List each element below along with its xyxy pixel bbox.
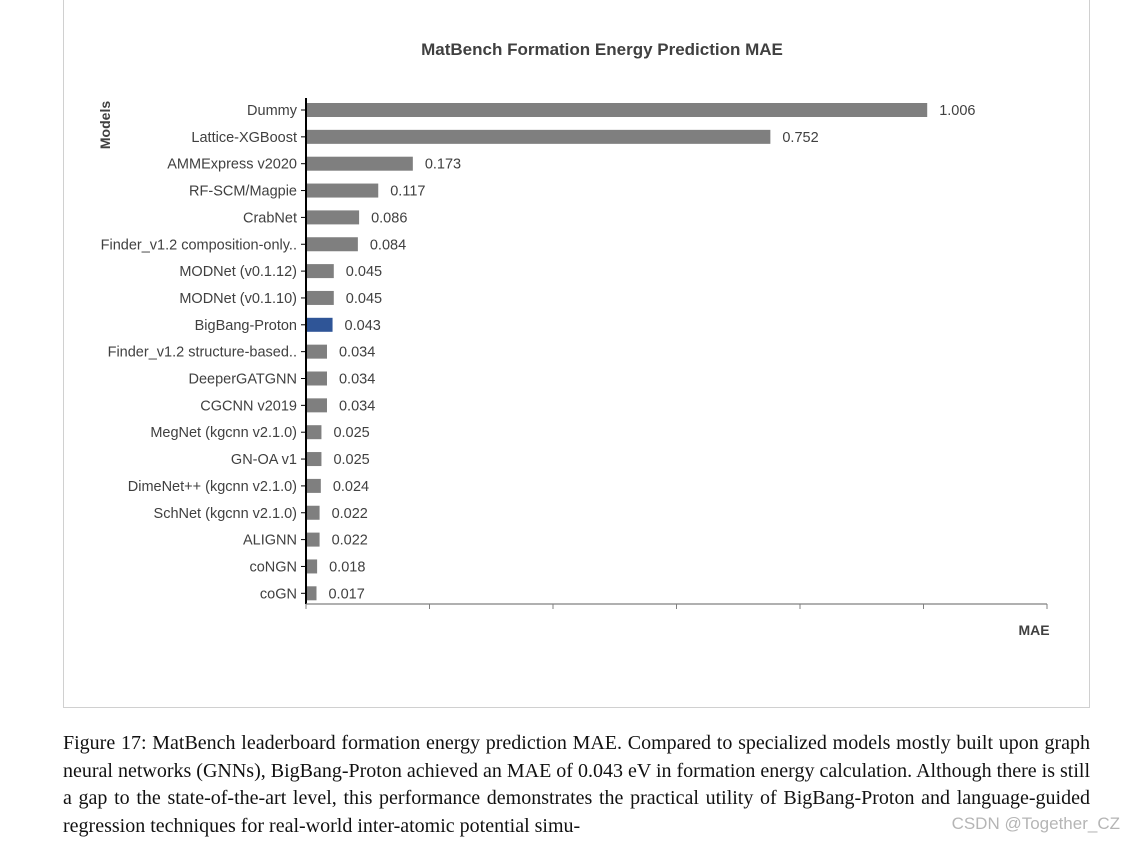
value-label-megnet-kgcnn-v2-1-0: 0.025 [333,425,369,441]
category-label-lattice-xgboost: Lattice-XGBoost [191,130,297,146]
value-label-crabnet: 0.086 [371,210,407,226]
value-label-lattice-xgboost: 0.752 [782,130,818,146]
bar-megnet-kgcnn-v2-1-0 [306,425,322,440]
category-label-cogn: coGN [260,586,297,602]
bar-lattice-xgboost [306,129,771,144]
value-label-cgcnn-v2019: 0.034 [339,398,375,414]
bar-modnet-v0-1-12 [306,264,334,279]
category-label-modnet-v0-1-12: MODNet (v0.1.12) [179,264,297,280]
category-label-modnet-v0-1-10: MODNet (v0.1.10) [179,291,297,307]
bar-crabnet [306,210,360,225]
value-label-finder-v1-2-composition-only: 0.084 [370,237,406,253]
axes-layer [301,98,1048,609]
category-label-dummy: Dummy [247,103,298,119]
bar-cgcnn-v2019 [306,398,327,413]
watermark: CSDN @Together_CZ [951,814,1120,833]
value-label-rf-scm-magpie: 0.117 [390,184,425,200]
value-label-congn: 0.018 [329,559,365,575]
category-label-finder-v1-2-composition-only: Finder_v1.2 composition-only.. [101,237,297,253]
bar-cogn [306,586,317,601]
bar-gn-oa-v1 [306,452,322,467]
bar-congn [306,559,318,574]
y-axis-label: Models [97,101,113,149]
category-label-crabnet: CrabNet [243,210,297,226]
bar-bigbang-proton [306,317,333,332]
bar-rf-scm-magpie [306,183,379,198]
category-label-ammexpress-v2020: AMMExpress v2020 [167,157,297,173]
category-label-schnet-kgcnn-v2-1-0: SchNet (kgcnn v2.1.0) [154,506,297,522]
bar-finder-v1-2-composition-only [306,237,358,252]
category-label-gn-oa-v1: GN-OA v1 [231,452,297,468]
category-label-alignn: ALIGNN [243,533,297,549]
value-label-cogn: 0.017 [328,586,364,602]
bar-modnet-v0-1-10 [306,290,334,305]
bar-ammexpress-v2020 [306,156,413,171]
bar-dimenet-kgcnn-v2-1-0 [306,478,321,493]
category-label-finder-v1-2-structure-based: Finder_v1.2 structure-based.. [108,345,297,361]
category-label-megnet-kgcnn-v2-1-0: MegNet (kgcnn v2.1.0) [150,425,297,441]
bars-layer: Dummy 1.006 Lattice-XGBoost 0.752 AMMExpress… [101,103,976,602]
value-label-alignn: 0.022 [332,533,368,549]
value-label-modnet-v0-1-12: 0.045 [346,264,382,280]
bar-alignn [306,532,320,547]
bar-schnet-kgcnn-v2-1-0 [306,505,320,520]
bar-dummy [306,103,928,117]
value-label-dimenet-kgcnn-v2-1-0: 0.024 [333,479,369,495]
chart-frame [63,0,1090,708]
bar-deepergatgnn [306,371,327,386]
category-label-bigbang-proton: BigBang-Proton [195,318,297,334]
value-label-deepergatgnn: 0.034 [339,372,375,388]
value-label-dummy: 1.006 [939,103,975,119]
formation-energy-mae-chart: MatBench Formation Energy Prediction MAE… [97,40,1050,638]
bar-finder-v1-2-structure-based [306,344,327,359]
category-label-cgcnn-v2019: CGCNN v2019 [200,398,297,414]
x-axis-label: MAE [1018,622,1049,638]
category-label-dimenet-kgcnn-v2-1-0: DimeNet++ (kgcnn v2.1.0) [128,479,297,495]
figure-caption: Figure 17: MatBench leaderboard formatio… [63,732,1090,837]
value-label-modnet-v0-1-10: 0.045 [346,291,382,307]
value-label-ammexpress-v2020: 0.173 [425,157,461,173]
category-label-congn: coNGN [249,559,297,575]
value-label-bigbang-proton: 0.043 [345,318,381,334]
value-label-finder-v1-2-structure-based: 0.034 [339,345,375,361]
value-label-schnet-kgcnn-v2-1-0: 0.022 [332,506,368,522]
chart-title: MatBench Formation Energy Prediction MAE [421,40,783,59]
category-label-deepergatgnn: DeeperGATGNN [188,372,297,388]
category-label-rf-scm-magpie: RF-SCM/Magpie [189,184,297,200]
value-label-gn-oa-v1: 0.025 [333,452,369,468]
